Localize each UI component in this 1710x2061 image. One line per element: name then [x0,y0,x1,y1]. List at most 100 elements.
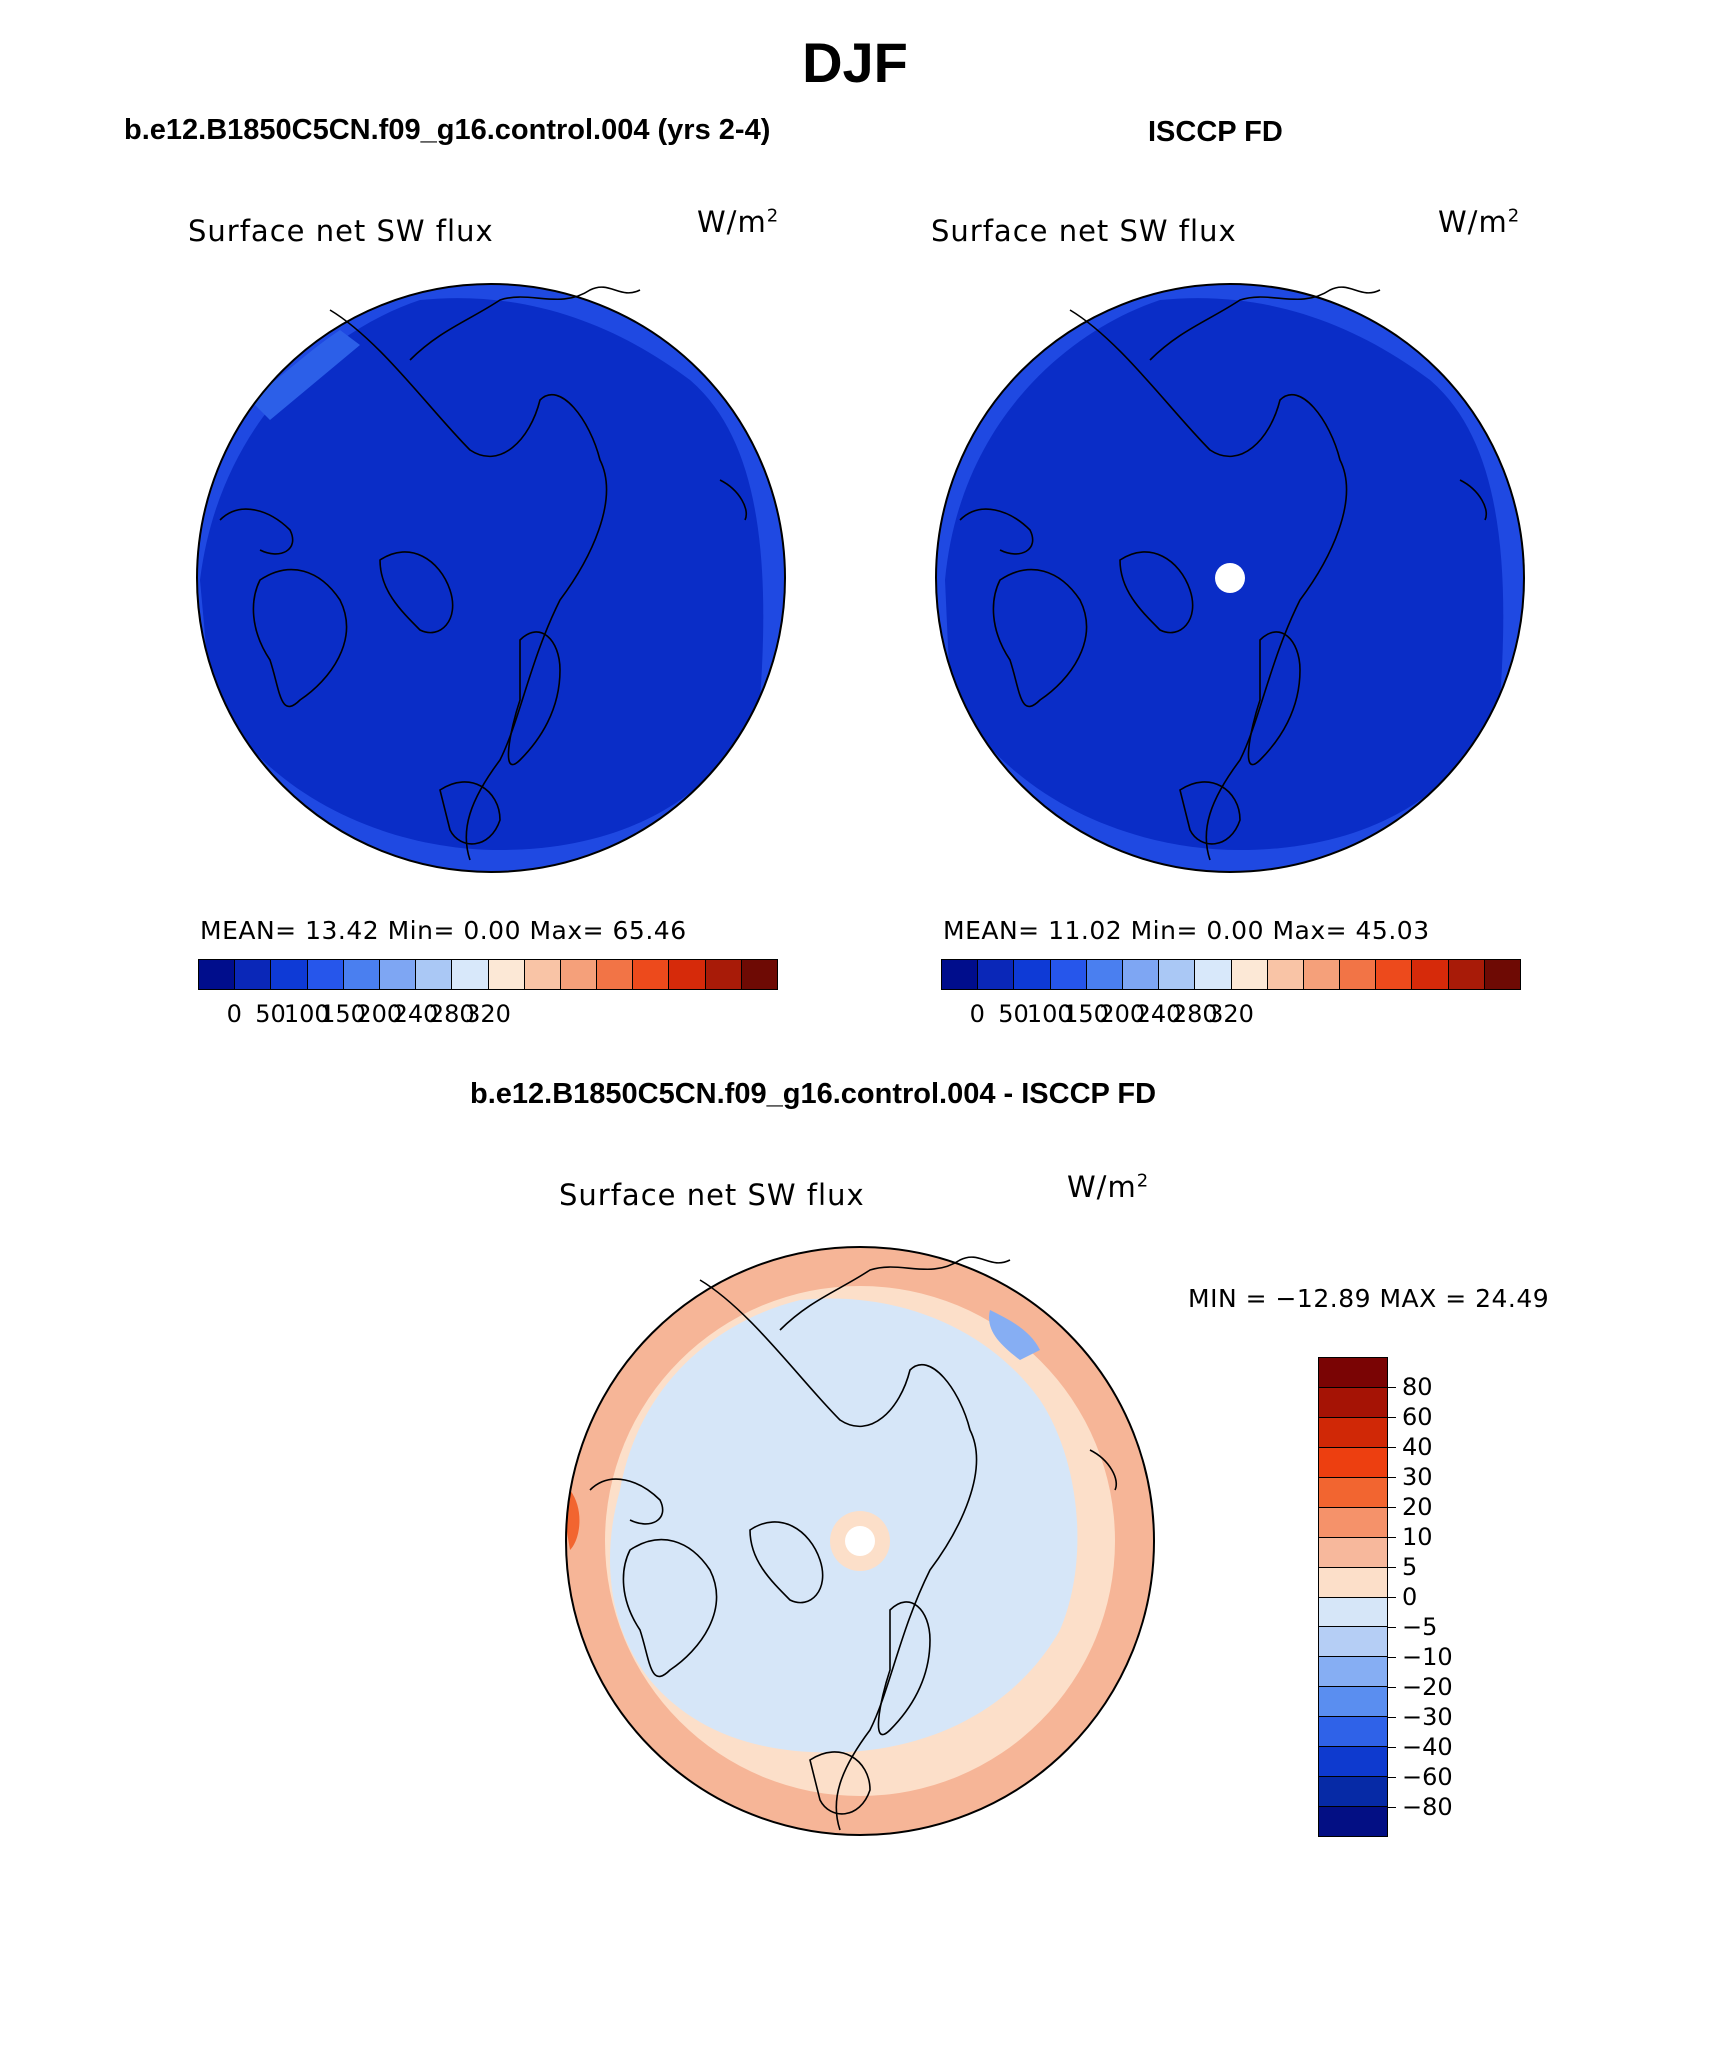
colorbar-tick-label: 60 [1402,1403,1433,1431]
colorbar-box [1484,960,1520,989]
left-map-coastlines [219,286,747,861]
colorbar-tick-label: 200 [356,1000,403,1028]
left-panel-title: b.e12.B1850C5CN.f09_g16.control.004 (yrs… [124,114,771,146]
colorbar-tick-label: 20 [1402,1493,1433,1521]
right-variable-label: Surface net SW flux [931,214,1237,248]
colorbar-box [1319,1657,1387,1688]
colorbar-tick-mark [1388,1657,1396,1658]
colorbar-box [1412,960,1449,989]
diff-panel-title: b.e12.B1850C5CN.f09_g16.control.004 - IS… [470,1078,1157,1110]
colorbar-tick-label: 320 [1208,1000,1254,1028]
colorbar-tick-mark [1388,1597,1396,1598]
colorbar-box [1319,1777,1387,1808]
colorbar-tick-mark [1388,1447,1396,1448]
colorbar-tick-mark [1388,1477,1396,1478]
colorbar-tick-label: 30 [1402,1463,1433,1491]
colorbar-box [488,960,525,989]
colorbar-box [1376,960,1413,989]
colorbar-tick-mark [1388,1627,1396,1628]
colorbar-tick-label: −40 [1402,1733,1453,1761]
colorbar-tick-label: −80 [1402,1793,1453,1821]
diff-map-pole-missing [845,1526,875,1556]
colorbar-box [560,960,598,989]
diff-stats: MIN = −12.89 MAX = 24.49 [1188,1284,1550,1313]
colorbar-tick-label: 150 [1063,1000,1109,1028]
colorbar-tick-mark [1388,1537,1396,1538]
colorbar-box [1319,1567,1387,1598]
colorbar-box [978,960,1015,989]
colorbar-tick-label: 280 [428,1000,475,1028]
right-colorbar [941,959,1521,990]
colorbar-tick-label: 0 [969,1000,985,1028]
colorbar-box [1319,1597,1387,1628]
colorbar-box [1319,1807,1387,1836]
colorbar-box [235,960,272,989]
colorbar-tick-mark [1388,1747,1396,1748]
colorbar-box [597,960,634,989]
right-panel-title: ISCCP FD [1148,116,1283,148]
colorbar-tick-label: 200 [1099,1000,1146,1028]
colorbar-box [452,960,489,989]
colorbar-box [1319,1358,1387,1388]
colorbar-box [1319,1507,1387,1538]
colorbar-box [1086,960,1123,989]
colorbar-box [307,960,344,989]
colorbar-box [199,960,236,989]
colorbar-tick-mark [1388,1387,1396,1388]
colorbar-box [1319,1687,1387,1718]
right-map-pole-missing [1215,563,1245,593]
colorbar-box [416,960,453,989]
diff-map-border [565,1246,1155,1836]
colorbar-box [1122,960,1160,989]
left-map-lighter-patch-2 [250,330,360,420]
colorbar-tick-label: 100 [283,1000,330,1028]
left-variable-label: Surface net SW flux [188,214,494,248]
colorbar-box [1159,960,1196,989]
colorbar-tick-mark [1388,1777,1396,1778]
right-map-border [935,283,1525,873]
colorbar-box [379,960,417,989]
colorbar-tick-label: 50 [998,1000,1029,1028]
colorbar-box [1267,960,1304,989]
colorbar-box [1319,1717,1387,1748]
colorbar-tick-label: 240 [1135,1000,1182,1028]
colorbar-box [343,960,380,989]
left-units-label: W/m2 [697,205,780,239]
colorbar-tick-label: 5 [1402,1553,1418,1581]
diff-map-negative-patch [989,1310,1040,1360]
colorbar-tick-label: 320 [465,1000,511,1028]
colorbar-tick-mark [1388,1807,1396,1808]
diff-map-coastlines [589,1256,1117,1831]
colorbar-box [1050,960,1087,989]
colorbar-tick-label: 280 [1171,1000,1218,1028]
colorbar-box [705,960,742,989]
colorbar-tick-label: 240 [392,1000,439,1028]
colorbar-box [1319,1747,1387,1778]
left-colorbar [198,959,778,990]
colorbar-tick-mark [1388,1507,1396,1508]
colorbar-tick-label: −30 [1402,1703,1453,1731]
colorbar-tick-mark [1388,1717,1396,1718]
colorbar-box [1448,960,1485,989]
diff-colorbar [1318,1357,1388,1837]
diff-variable-label: Surface net SW flux [559,1178,865,1212]
colorbar-tick-label: −10 [1402,1643,1453,1671]
colorbar-tick-mark [1388,1687,1396,1688]
colorbar-tick-label: 40 [1402,1433,1433,1461]
colorbar-box [1319,1477,1387,1508]
colorbar-tick-label: −5 [1402,1613,1438,1641]
right-stats: MEAN= 11.02 Min= 0.00 Max= 45.03 [943,916,1430,945]
left-map-border [196,283,786,873]
colorbar-tick-label: 100 [1026,1000,1073,1028]
colorbar-box [1195,960,1232,989]
colorbar-box [1014,960,1051,989]
colorbar-box [1319,1447,1387,1478]
colorbar-tick-label: 50 [255,1000,286,1028]
colorbar-box [271,960,308,989]
left-stats: MEAN= 13.42 Min= 0.00 Max= 65.46 [200,916,687,945]
colorbar-box [1231,960,1268,989]
colorbar-box [1319,1417,1387,1448]
colorbar-box [524,960,561,989]
